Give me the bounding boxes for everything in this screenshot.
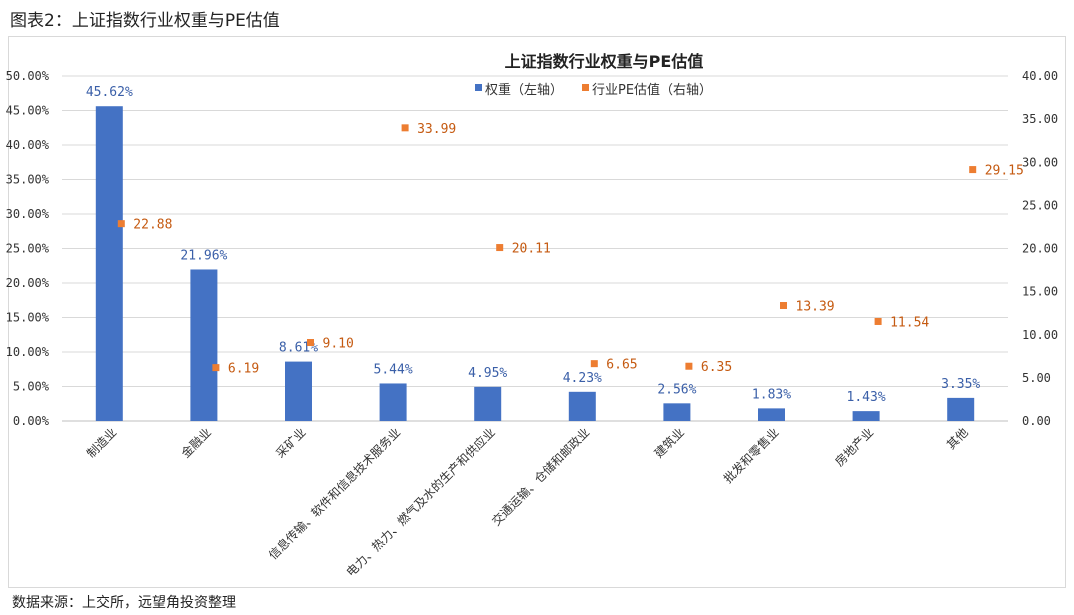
pe-data-label: 33.99 <box>417 122 456 137</box>
y-left-tick-label: 35.00% <box>6 173 50 187</box>
bar <box>190 269 218 421</box>
pe-data-label: 11.54 <box>890 315 929 330</box>
bar <box>285 361 312 421</box>
bar-data-label: 45.62% <box>86 85 133 100</box>
pe-marker <box>117 220 125 228</box>
y-left-tick-label: 30.00% <box>6 207 50 221</box>
x-category-label: 建筑业 <box>651 425 687 461</box>
legend-label-weight: 权重（左轴） <box>485 82 563 98</box>
pe-marker <box>307 339 314 347</box>
y-left-tick-label: 25.00% <box>6 242 50 256</box>
pe-data-label: 20.11 <box>512 242 551 257</box>
bar-data-label: 21.96% <box>180 248 227 263</box>
y-axis-right: 0.00 5.00 10.00 15.00 20.00 25.00 30.00 35.00 40… <box>1022 69 1058 428</box>
x-category-label: 房地产业 <box>832 425 877 470</box>
y-left-tick-label: 45.00% <box>6 104 50 118</box>
pe-data-label: 6.19 <box>228 362 259 377</box>
y-right-tick-label: 25.00 <box>1022 198 1058 212</box>
bar-data-label: 1.83% <box>752 387 791 402</box>
y-left-tick-label: 50.00% <box>6 69 50 83</box>
y-right-tick-label: 20.00 <box>1022 242 1058 256</box>
x-axis-categories: 制造业 金融业 采矿业信息传输、软件和信息技术服务业电力、热力、燃气及水的生产和供应… <box>84 425 971 580</box>
source-note: 数据来源：上交所，远望角投资整理 <box>12 595 236 611</box>
legend-label-pe: 行业PE估值（右轴） <box>592 82 712 98</box>
bar-data-label: 3.35% <box>941 377 980 392</box>
bar-data-label: 4.95% <box>468 366 507 381</box>
y-right-tick-label: 0.00 <box>1022 414 1051 428</box>
y-left-tick-label: 5.00% <box>13 380 50 394</box>
chart-frame <box>8 36 1066 588</box>
pe-marker <box>874 317 882 325</box>
y-right-tick-label: 10.00 <box>1022 328 1058 342</box>
bar <box>568 391 596 421</box>
y-left-tick-label: 0.00% <box>13 414 50 428</box>
y-right-tick-label: 5.00 <box>1022 371 1051 385</box>
y-left-tick-label: 10.00% <box>6 345 50 359</box>
bar <box>852 411 880 421</box>
bar-data-label: 4.23% <box>563 371 602 386</box>
pe-data-label: 22.88 <box>133 218 172 233</box>
bar <box>474 386 502 421</box>
x-category-label: 制造业 <box>84 425 119 460</box>
pe-data-label: 6.35 <box>701 360 732 375</box>
y-right-tick-label: 30.00 <box>1022 155 1058 169</box>
y-right-tick-label: 40.00 <box>1022 69 1058 83</box>
x-category-label: 采矿业 <box>273 425 308 460</box>
pe-marker <box>496 244 504 252</box>
pe-data-label: 29.15 <box>985 164 1024 179</box>
figure-title: 图表2：上证指数行业权重与PE估值 <box>10 11 280 31</box>
pe-marker <box>685 362 693 370</box>
y-right-tick-label: 35.00 <box>1022 112 1058 126</box>
x-category-label: 批发和零售业 <box>720 425 782 487</box>
chart-title: 上证指数行业权重与PE估值 <box>505 52 704 71</box>
bar <box>379 383 407 421</box>
bar-series: 45.62%21.96%8.61%5.44% 4.95% 4.23%2.56% 1.8… <box>86 85 980 422</box>
x-category-label: 交通运输、仓储和邮政业 <box>488 425 592 529</box>
pe-marker <box>780 302 787 310</box>
bar <box>663 403 691 421</box>
bar-data-label: 2.56% <box>657 382 696 397</box>
marker-series: 22.88 6.19 9.10 33.99 20.11 6.65 6.35 13.39 11.5… <box>117 122 1024 377</box>
bar <box>947 397 975 421</box>
y-left-tick-label: 15.00% <box>6 311 50 325</box>
legend-swatch-pe <box>582 84 589 91</box>
pe-data-label: 6.65 <box>606 358 637 373</box>
x-category-label: 金融业 <box>178 425 214 461</box>
bar <box>95 106 123 422</box>
pe-marker <box>590 360 598 368</box>
gridlines <box>62 75 1008 422</box>
pe-marker <box>212 364 220 372</box>
x-category-label: 其他 <box>944 425 971 452</box>
bar <box>758 408 785 421</box>
pe-data-label: 9.10 <box>323 337 354 352</box>
legend-swatch-weight <box>475 84 482 91</box>
pe-marker <box>401 124 409 132</box>
legend: 权重（左轴） 行业PE估值（右轴） <box>475 82 712 98</box>
pe-data-label: 13.39 <box>796 300 835 315</box>
y-axis-left: 0.00% 5.00% 10.00% 15.00% 20.00% 25.00% 30.00%… <box>6 69 50 428</box>
y-left-tick-label: 20.00% <box>6 276 50 290</box>
x-category-label: 电力、热力、燃气及水的生产和供应业 <box>343 425 498 580</box>
y-right-tick-label: 15.00 <box>1022 285 1058 299</box>
bar-data-label: 5.44% <box>374 362 413 377</box>
y-left-tick-label: 40.00% <box>6 138 50 152</box>
pe-marker <box>969 166 977 174</box>
bar-data-label: 1.43% <box>847 390 886 405</box>
